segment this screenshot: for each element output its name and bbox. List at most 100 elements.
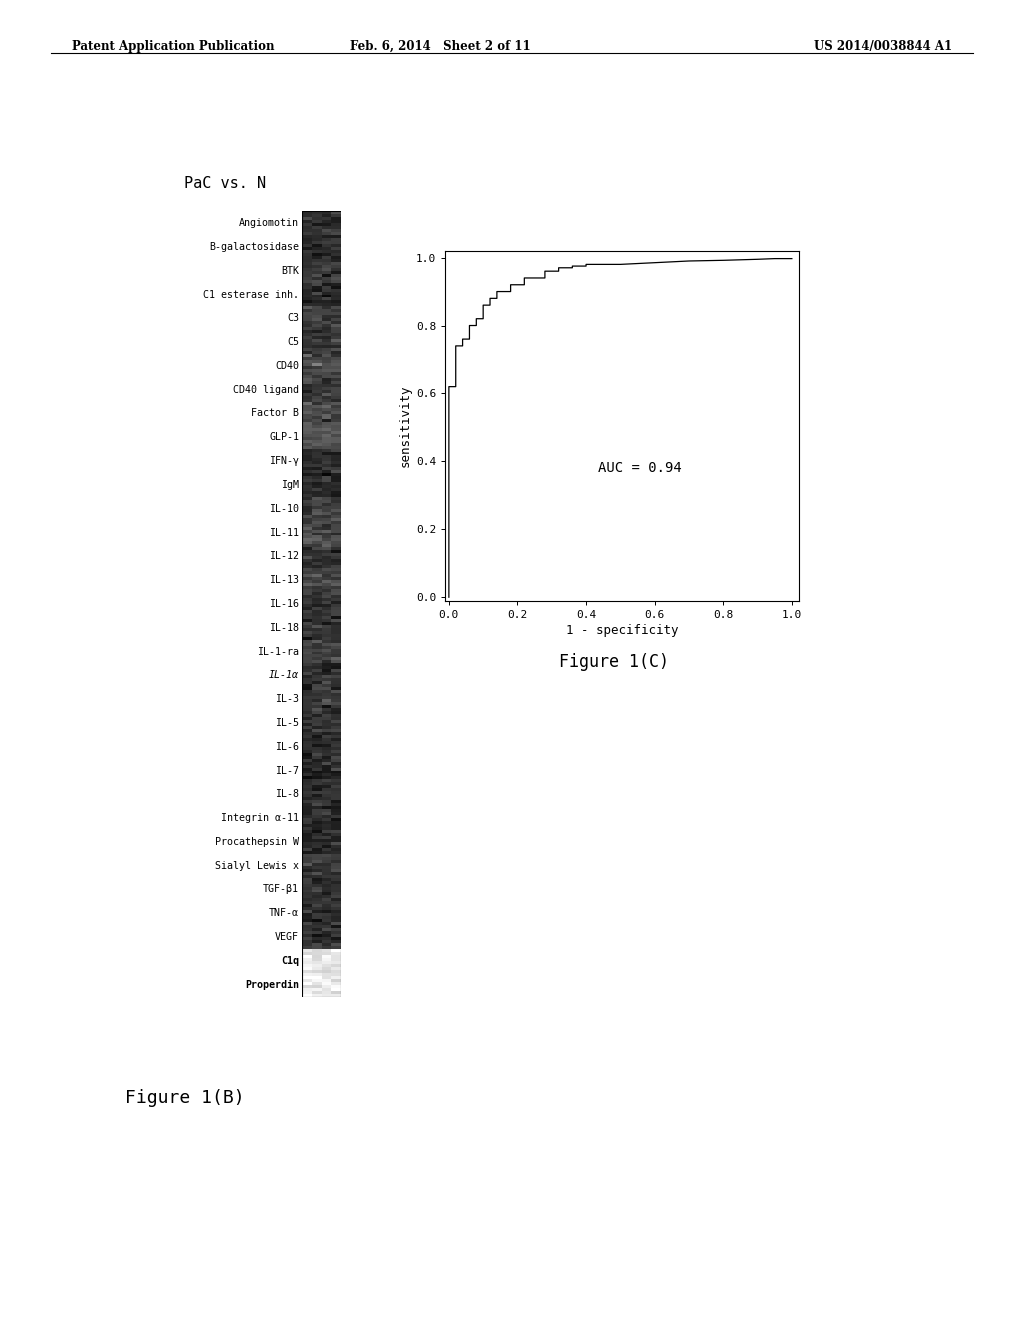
Bar bbox=[302, 539, 311, 541]
Bar bbox=[331, 318, 341, 321]
Bar bbox=[322, 401, 331, 404]
Bar bbox=[322, 214, 331, 218]
Bar bbox=[322, 579, 331, 583]
Bar bbox=[322, 294, 331, 297]
Bar bbox=[322, 253, 331, 256]
Bar bbox=[322, 500, 331, 503]
Bar bbox=[302, 807, 311, 809]
Bar bbox=[311, 966, 322, 970]
Bar bbox=[311, 261, 322, 265]
Bar bbox=[311, 678, 322, 681]
Bar bbox=[311, 482, 322, 484]
Bar bbox=[322, 828, 331, 830]
Text: BTK: BTK bbox=[281, 265, 299, 276]
Bar bbox=[331, 714, 341, 717]
Bar bbox=[302, 253, 311, 256]
Bar bbox=[311, 399, 322, 401]
Bar bbox=[302, 387, 311, 389]
Bar bbox=[322, 354, 331, 356]
Bar bbox=[322, 598, 331, 601]
Bar bbox=[311, 342, 322, 345]
Bar bbox=[322, 857, 331, 859]
Bar bbox=[311, 271, 322, 273]
Bar bbox=[322, 741, 331, 743]
Bar bbox=[322, 484, 331, 488]
Bar bbox=[322, 325, 331, 327]
Bar bbox=[302, 396, 311, 399]
Bar bbox=[302, 568, 311, 572]
Bar bbox=[331, 759, 341, 762]
Bar bbox=[311, 330, 322, 333]
Bar bbox=[311, 767, 322, 771]
Bar bbox=[311, 515, 322, 517]
Bar bbox=[302, 449, 311, 453]
Bar bbox=[302, 515, 311, 517]
Bar bbox=[311, 652, 322, 655]
Text: IFN-γ: IFN-γ bbox=[269, 457, 299, 466]
Bar bbox=[331, 429, 341, 432]
Bar bbox=[331, 750, 341, 752]
Bar bbox=[311, 762, 322, 764]
Bar bbox=[302, 508, 311, 512]
Bar bbox=[302, 714, 311, 717]
Bar bbox=[322, 717, 331, 719]
Bar bbox=[311, 723, 322, 726]
Bar bbox=[302, 836, 311, 840]
Bar bbox=[302, 214, 311, 218]
Bar bbox=[322, 508, 331, 512]
Bar bbox=[322, 762, 331, 764]
Bar bbox=[322, 345, 331, 348]
Bar bbox=[322, 973, 331, 975]
Bar bbox=[322, 845, 331, 847]
Bar bbox=[311, 970, 322, 973]
Bar bbox=[311, 902, 322, 904]
Text: Procathepsin W: Procathepsin W bbox=[215, 837, 299, 847]
Bar bbox=[331, 928, 341, 931]
Bar bbox=[331, 441, 341, 444]
Bar bbox=[331, 800, 341, 804]
Bar bbox=[311, 242, 322, 244]
Bar bbox=[331, 755, 341, 759]
Bar bbox=[302, 536, 311, 539]
Bar bbox=[322, 420, 331, 422]
Bar bbox=[322, 292, 331, 294]
Bar bbox=[302, 800, 311, 804]
Bar bbox=[311, 437, 322, 441]
Bar bbox=[322, 432, 331, 434]
Bar bbox=[302, 804, 311, 807]
Bar bbox=[331, 899, 341, 902]
Bar bbox=[311, 253, 322, 256]
Bar bbox=[322, 797, 331, 800]
Bar bbox=[302, 928, 311, 931]
Bar bbox=[322, 494, 331, 496]
Bar bbox=[331, 619, 341, 622]
Bar bbox=[331, 652, 341, 655]
Bar bbox=[311, 524, 322, 527]
Bar bbox=[322, 705, 331, 708]
Bar bbox=[331, 446, 341, 449]
Bar bbox=[311, 925, 322, 928]
Bar bbox=[311, 961, 322, 964]
Bar bbox=[331, 515, 341, 517]
Bar bbox=[331, 392, 341, 396]
Bar bbox=[322, 833, 331, 836]
Bar bbox=[322, 574, 331, 577]
Bar bbox=[311, 368, 322, 372]
Bar bbox=[302, 351, 311, 354]
Bar bbox=[302, 565, 311, 568]
Bar bbox=[302, 211, 311, 214]
Bar bbox=[302, 970, 311, 973]
Bar bbox=[331, 384, 341, 387]
Bar bbox=[311, 484, 322, 488]
Bar bbox=[302, 318, 311, 321]
Bar bbox=[331, 577, 341, 579]
Bar bbox=[311, 750, 322, 752]
Bar bbox=[302, 586, 311, 589]
Bar bbox=[311, 605, 322, 607]
Bar bbox=[311, 413, 322, 417]
Bar bbox=[322, 729, 331, 731]
Bar bbox=[311, 919, 322, 923]
Bar bbox=[302, 717, 311, 719]
Bar bbox=[311, 579, 322, 583]
Bar bbox=[322, 767, 331, 771]
